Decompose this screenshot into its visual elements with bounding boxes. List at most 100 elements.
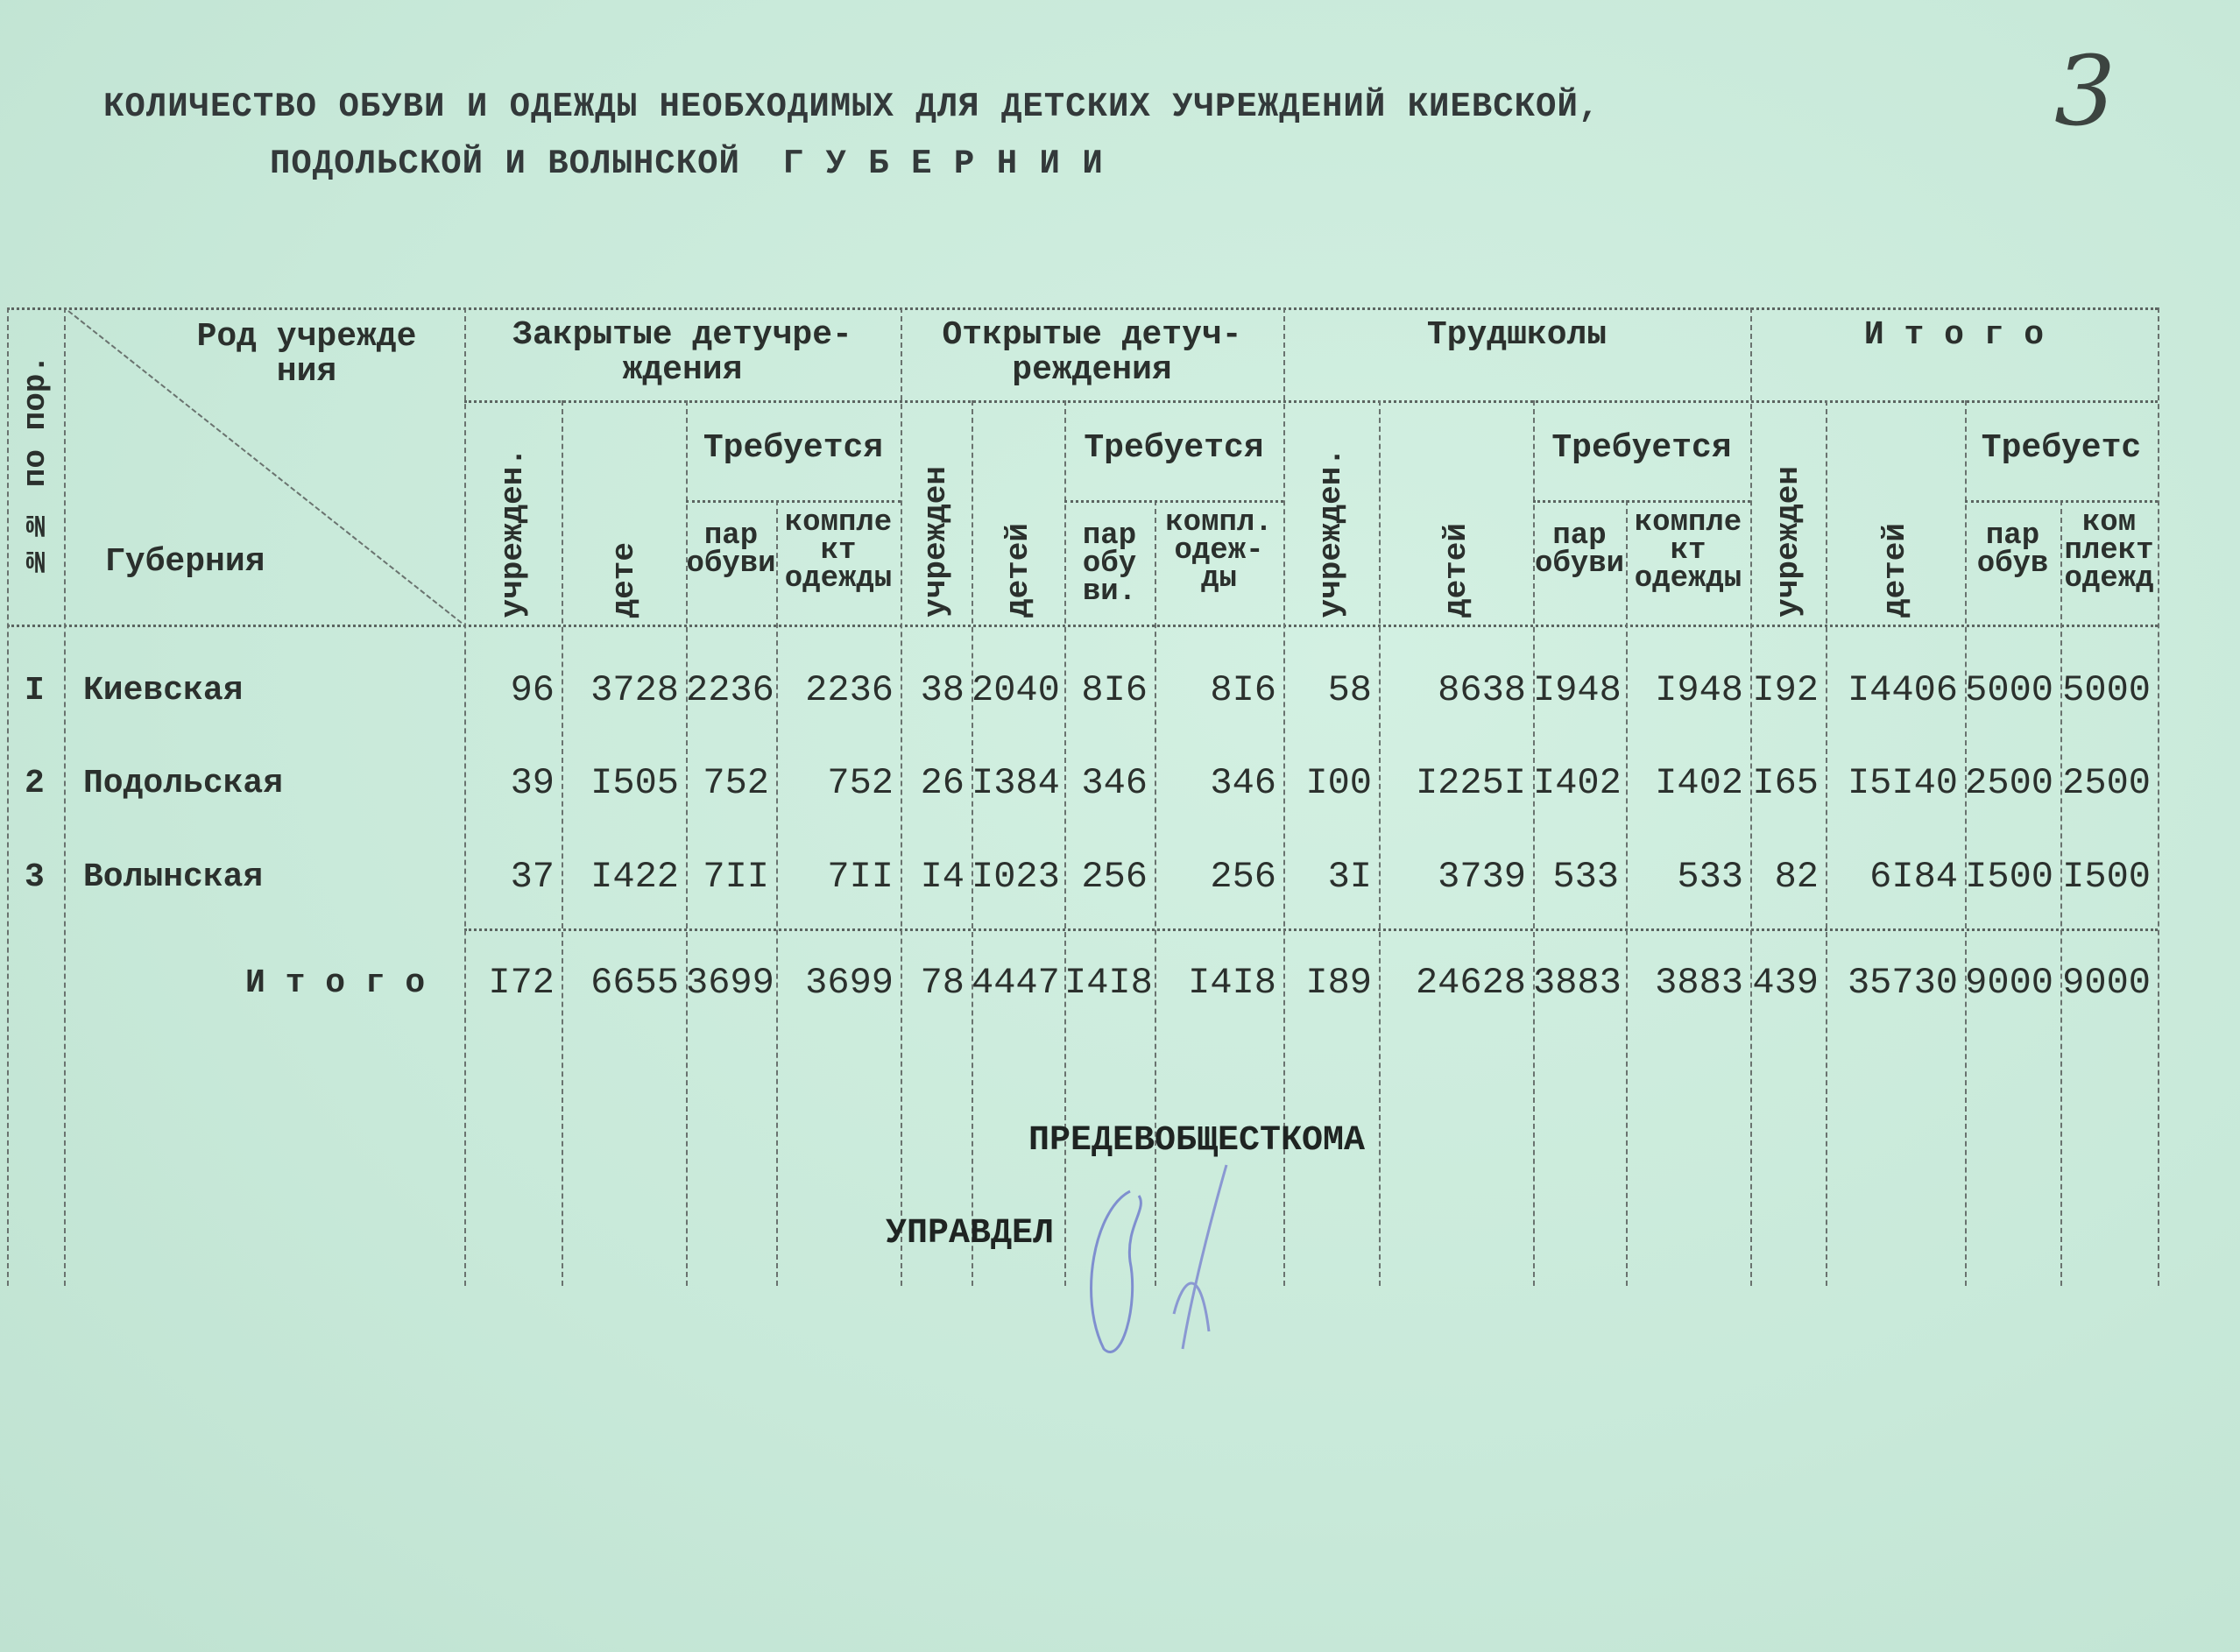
group-header-title: Закрытые детучре- ждения: [512, 316, 852, 389]
table-cell: 752: [827, 762, 894, 804]
total-cell: 3699: [686, 962, 774, 1004]
subheader-children: детей: [972, 453, 1064, 618]
subheader-pairs-of-shoes: пар обув: [1976, 519, 2049, 581]
table-cell: I5I40: [1847, 762, 1958, 804]
subheader-children-label: детей: [1438, 522, 1474, 618]
required-rule: [686, 500, 901, 503]
table-cell: 2236: [686, 669, 774, 711]
table-cell: 6I84: [1869, 856, 1958, 898]
column-rule: [1626, 500, 1628, 1286]
total-cell: 4447: [972, 962, 1060, 1004]
column-rule: [972, 400, 973, 1286]
province-name: Волынская: [83, 858, 264, 896]
column-rule: [464, 307, 466, 1286]
subheader-institutions-label: учрежден.: [1313, 447, 1349, 618]
table-cell: 7II: [827, 856, 894, 898]
table-cell: I500: [1965, 856, 2053, 898]
total-cell: 3883: [1533, 962, 1622, 1004]
column-rule: [1826, 400, 1827, 1286]
table-cell: I402: [1655, 762, 1743, 804]
subheader-pairs-of-shoes: пар обу ви.: [1082, 519, 1137, 609]
province-name: Киевская: [83, 672, 244, 710]
table-cell: I505: [590, 762, 679, 804]
total-cell: 3699: [805, 962, 894, 1004]
table-cell: I402: [1533, 762, 1622, 804]
subheader-children: дете: [562, 453, 686, 618]
document-title-line1: КОЛИЧЕСТВО ОБУВИ И ОДЕЖДЫ НЕОБХОДИМЫХ ДЛ…: [103, 88, 1601, 126]
subheader-clothing-sets: компле кт одежды: [784, 506, 893, 596]
subheader-clothing-sets: ком плект одежд: [2064, 506, 2154, 596]
table-cell: 3728: [590, 669, 679, 711]
table-cell: I92: [1752, 669, 1819, 711]
total-cell: 9000: [1965, 962, 2053, 1004]
page-number: 3: [2054, 35, 2116, 147]
total-cell: I4I8: [1064, 962, 1153, 1004]
subheader-children: детей: [1379, 453, 1533, 618]
total-cell: I89: [1305, 962, 1372, 1004]
subheader-clothing-sets: компл. одеж- ды: [1165, 506, 1273, 596]
province-name: Подольская: [83, 765, 284, 802]
handwritten-signature: [1090, 1164, 1228, 1353]
total-cell: 6655: [590, 962, 679, 1004]
subheader-children-label: детей: [1877, 522, 1913, 618]
corner-diagonal-line: [67, 310, 463, 625]
corner-header-province: Губерния: [105, 543, 265, 581]
table-cell: 8I6: [1210, 669, 1276, 711]
subheader-institutions-label: учрежден: [918, 466, 954, 618]
table-cell: 3I: [1327, 856, 1372, 898]
column-rule: [2060, 500, 2062, 1286]
column-rule: [1064, 400, 1066, 1286]
subheader-required: Требуется: [703, 429, 884, 467]
table-cell: I00: [1305, 762, 1372, 804]
table-cell: I948: [1655, 669, 1743, 711]
table-cell: I500: [2062, 856, 2151, 898]
column-rule: [1283, 307, 1285, 1286]
total-cell: 35730: [1847, 962, 1958, 1004]
total-cell: 24628: [1415, 962, 1526, 1004]
table-cell: I4: [920, 856, 965, 898]
table-cell: 2040: [972, 669, 1060, 711]
table-cell: 533: [1677, 856, 1743, 898]
subheader-institutions-label: учрежден: [1770, 466, 1806, 618]
subheader-clothing-sets: компле кт одежды: [1634, 506, 1742, 596]
column-rule: [1155, 500, 1156, 1286]
table-cell: 82: [1774, 856, 1819, 898]
column-rule: [2158, 307, 2159, 1286]
table-cell: 5000: [2062, 669, 2151, 711]
table-cell: I948: [1533, 669, 1622, 711]
table-cell: 2236: [805, 669, 894, 711]
subheader-institutions: учрежден.: [464, 409, 562, 618]
subheader-pairs-of-shoes: пар обуви: [1534, 519, 1625, 581]
total-label: И т о г о: [245, 964, 426, 1002]
column-rule: [686, 400, 688, 1286]
header-bottom-rule: [7, 625, 2158, 627]
total-cell: I4I8: [1188, 962, 1276, 1004]
subheader-institutions-label: учрежден.: [495, 447, 531, 618]
total-cell: 439: [1752, 962, 1819, 1004]
table-cell: I65: [1752, 762, 1819, 804]
column-rule: [1965, 400, 1967, 1286]
column-rule: [1750, 307, 1752, 1286]
subheader-children: детей: [1826, 453, 1965, 618]
subheader-pairs-of-shoes: пар обуви: [686, 519, 776, 581]
total-cell: 9000: [2062, 962, 2151, 1004]
table-cell: I384: [972, 762, 1060, 804]
table-cell: 7II: [703, 856, 769, 898]
column-rule: [64, 307, 66, 1286]
total-cell: 3883: [1655, 962, 1743, 1004]
table-cell: 346: [1081, 762, 1148, 804]
table-cell: 38: [920, 669, 965, 711]
table-cell: 2500: [1965, 762, 2053, 804]
table-cell: 58: [1327, 669, 1372, 711]
total-cell: I72: [488, 962, 555, 1004]
table-cell: 26: [920, 762, 965, 804]
table-cell: 8638: [1438, 669, 1526, 711]
required-rule: [1533, 500, 1750, 503]
total-rule: [464, 928, 2158, 931]
table-cell: 96: [510, 669, 555, 711]
subheader-required: Требуетс: [1981, 429, 2142, 467]
manager-signature-line: УПРАВДЕЛ: [886, 1214, 1055, 1253]
table-cell: 3739: [1438, 856, 1526, 898]
table-cell: 346: [1210, 762, 1276, 804]
table-cell: 37: [510, 856, 555, 898]
